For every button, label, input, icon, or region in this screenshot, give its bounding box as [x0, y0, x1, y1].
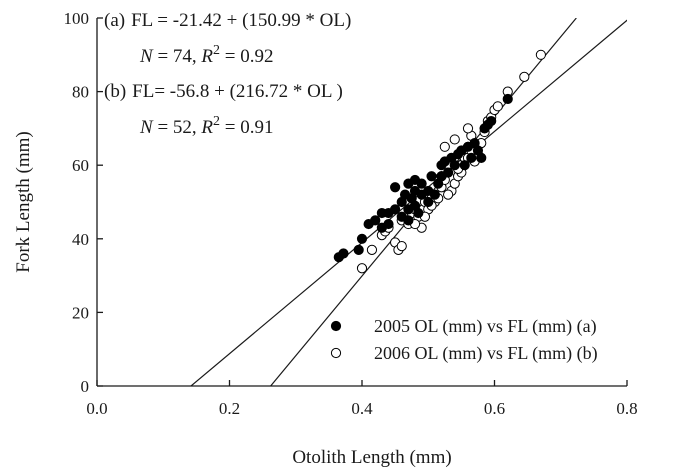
data-point-open: [535, 49, 546, 60]
equation-formula: FL = -21.42 + (150.99 * OL): [131, 10, 351, 31]
y-tick-label: 80: [72, 83, 89, 102]
data-point-filled: [459, 160, 470, 171]
data-point-filled: [370, 215, 381, 226]
data-point-open: [439, 141, 450, 152]
r-squared-symbol: R: [200, 117, 213, 138]
x-tick-label: 0.8: [616, 399, 637, 418]
data-point-filled: [476, 152, 487, 163]
data-point-open: [366, 244, 378, 255]
x-tick-label: 0.6: [484, 399, 505, 418]
data-point-filled: [356, 233, 368, 244]
series-2006-points: [356, 49, 546, 274]
legend: 2005 OL (mm) vs FL (mm) (a) 2006 OL (mm) …: [330, 316, 598, 364]
r-squared-exponent: 2: [213, 114, 220, 129]
data-point-open: [519, 71, 530, 82]
legend-label-2006: 2006 OL (mm) vs FL (mm) (b): [374, 343, 598, 364]
data-point-filled: [443, 167, 454, 178]
r-squared-value: = 0.92: [220, 46, 273, 67]
r-squared-exponent: 2: [213, 43, 220, 58]
x-tick-label: 0.2: [219, 399, 240, 418]
data-point-filled: [502, 93, 513, 105]
r-squared-value: = 0.91: [220, 117, 273, 138]
legend-marker-filled: [330, 320, 342, 332]
equation-a: (a) FL = -21.42 + (150.99 * OL): [104, 10, 351, 31]
data-point-filled: [449, 160, 460, 171]
x-axis-label: Otolith Length (mm): [292, 447, 451, 468]
data-point-filled: [390, 182, 401, 193]
data-point-open: [492, 101, 503, 112]
y-axis-label: Fork Length (mm): [13, 131, 34, 272]
y-tick-label: 20: [72, 303, 89, 322]
data-point-open: [396, 241, 407, 252]
data-point-filled: [390, 204, 401, 215]
sample-size-value: = 74,: [153, 46, 202, 67]
data-point-filled: [383, 218, 394, 230]
series-2005-points: [333, 93, 513, 263]
r-squared-symbol: R: [200, 46, 213, 67]
annotations: (a) FL = -21.42 + (150.99 * OL)N = 74, R2…: [104, 10, 351, 138]
data-point-filled: [486, 115, 497, 127]
stats-b: N = 52, R2 = 0.91: [139, 114, 273, 138]
sample-size-symbol: N: [139, 117, 154, 138]
data-point-open: [462, 123, 474, 134]
y-tick-label: 100: [64, 9, 90, 28]
x-tick-label: 0.4: [351, 399, 373, 418]
data-point-filled: [426, 171, 437, 182]
equation-prefix: (b): [104, 81, 126, 102]
data-point-filled: [416, 178, 427, 189]
data-point-open: [443, 189, 454, 200]
y-tick-label: 40: [72, 230, 89, 249]
x-tick-label: 0.0: [86, 399, 107, 418]
axes: 0 20 40 60 80 100 0.0 0.2 0.4 0.6 0.8 Otolith Lengt…: [13, 9, 638, 468]
data-point-filled: [429, 189, 440, 200]
data-point-filled: [403, 215, 414, 226]
legend-label-2005: 2005 OL (mm) vs FL (mm) (a): [374, 316, 597, 337]
equation-b: (b) FL= -56.8 + (216.72 * OL ): [104, 81, 343, 102]
data-point-filled: [338, 248, 349, 259]
data-point-open: [449, 134, 460, 145]
stats-a: N = 74, R2 = 0.92: [139, 43, 273, 67]
data-point-filled: [423, 196, 434, 208]
data-point-filled: [413, 207, 424, 219]
plot-area: [190, 18, 627, 386]
data-point-filled: [353, 244, 364, 255]
sample-size-value: = 52,: [153, 117, 202, 138]
data-point-open: [356, 263, 368, 274]
y-tick-label: 60: [72, 156, 89, 175]
legend-marker-open: [330, 347, 342, 359]
y-tick-label: 0: [81, 377, 90, 396]
sample-size-symbol: N: [139, 46, 154, 67]
equation-prefix: (a): [104, 10, 125, 31]
equation-formula: FL= -56.8 + (216.72 * OL ): [132, 81, 343, 102]
data-point-filled: [466, 152, 477, 163]
